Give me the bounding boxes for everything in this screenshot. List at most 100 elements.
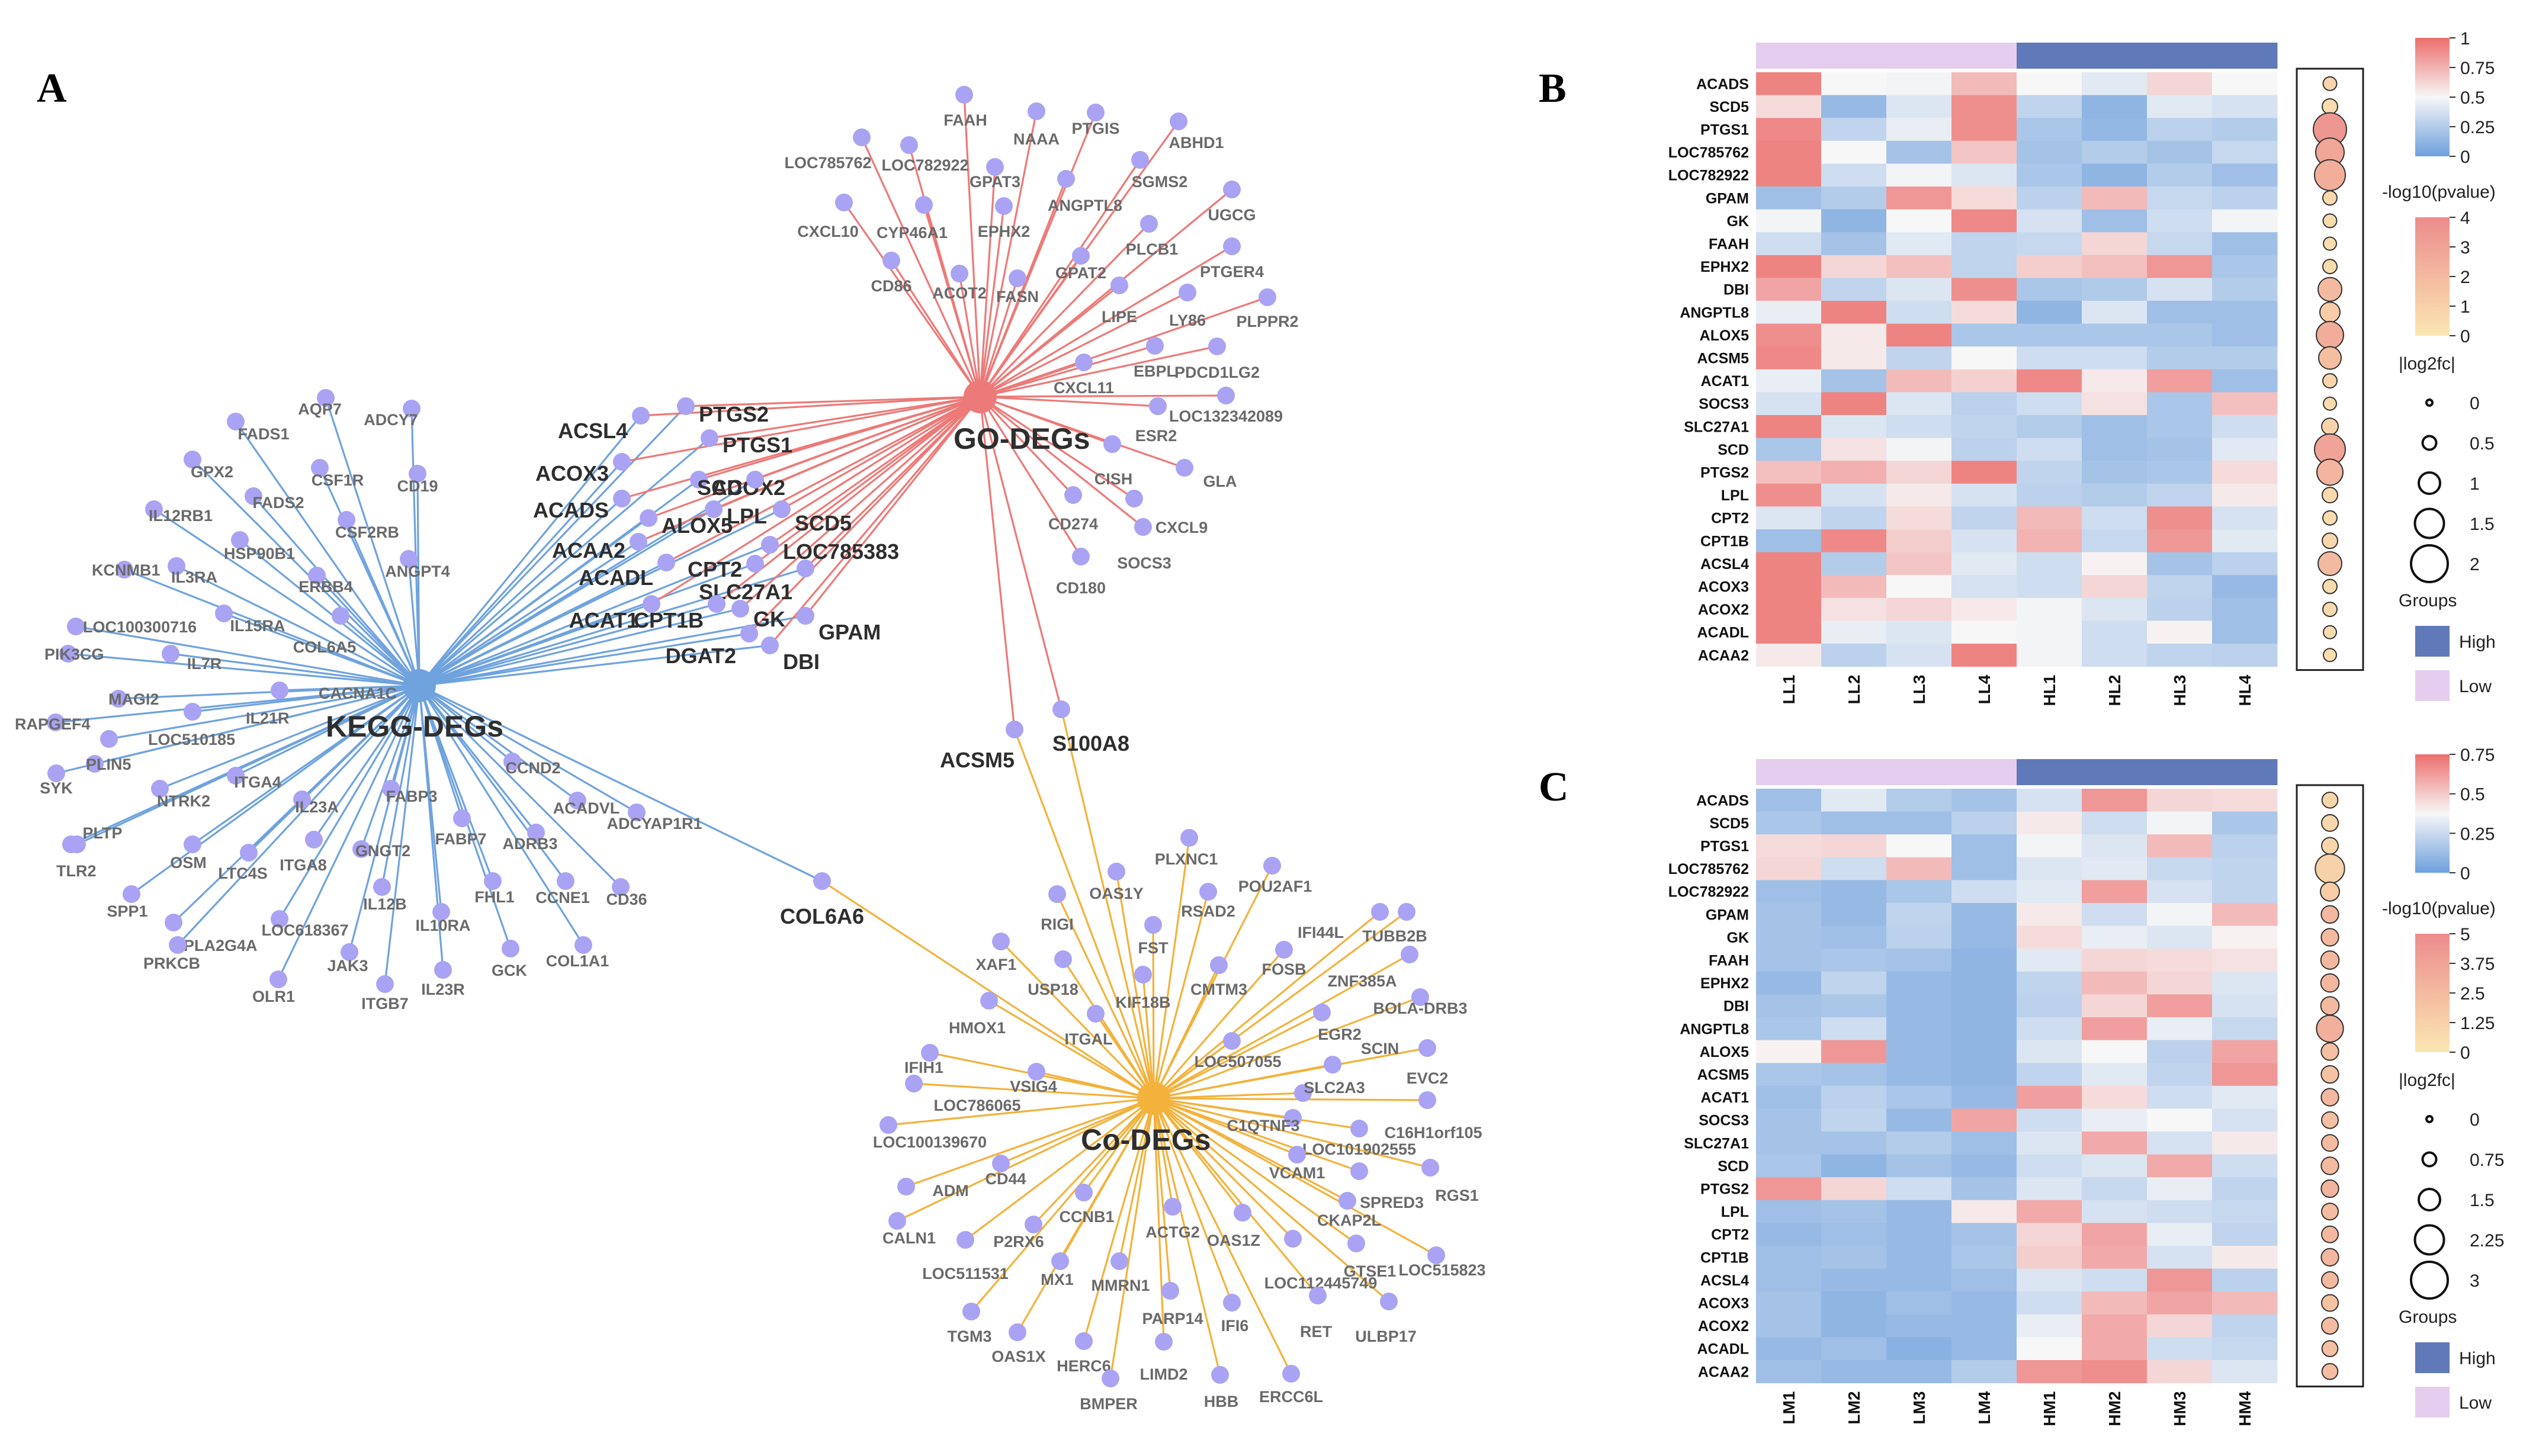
label-go-gene: LOC782922 xyxy=(881,156,968,174)
panel-label-b: B xyxy=(1539,66,1567,111)
heatmap-cell xyxy=(2017,118,2082,141)
bubble xyxy=(2322,487,2338,503)
node-co-gene xyxy=(1371,903,1389,921)
heatmap-col-label: LM1 xyxy=(1780,1391,1798,1425)
heatmap-cell xyxy=(1756,95,1822,118)
node-go-gene xyxy=(1064,486,1082,504)
heatmap-cell xyxy=(1951,880,2017,903)
label-go-gene: CD86 xyxy=(871,277,911,295)
heatmap-cell xyxy=(1821,141,1887,164)
heatmap-cell xyxy=(1886,1086,1952,1109)
fc-legend-circle xyxy=(2423,436,2437,450)
heatmap-row-label: LOC782922 xyxy=(1668,884,1749,901)
heatmap-cell xyxy=(2147,644,2213,667)
edge-go-shared xyxy=(782,397,980,509)
heatmap-cell xyxy=(2147,598,2213,621)
heatmap-cell xyxy=(1951,621,2017,644)
heatmap-cell xyxy=(1951,552,2017,576)
heatmap-cell xyxy=(1756,994,1822,1017)
label-co-gene: P2RX6 xyxy=(993,1233,1044,1251)
heatmap-cell xyxy=(1821,1337,1887,1360)
heatmap-row-label: GPAM xyxy=(1706,907,1749,923)
node-co-gene xyxy=(1350,1162,1368,1180)
label-kegg-gene: IL7R xyxy=(187,655,222,673)
heatmap-cell xyxy=(1756,644,1822,667)
heatmap-cell xyxy=(2212,857,2278,880)
heatmap-cell xyxy=(2147,994,2213,1017)
heatmap-cell xyxy=(1886,141,1952,164)
heatmap-cell xyxy=(1886,255,1952,278)
label-co-gene: ERCC6L xyxy=(1259,1388,1323,1406)
heatmap-cell xyxy=(1886,484,1952,507)
bubble xyxy=(2323,259,2337,274)
heatmap-cell xyxy=(2147,1269,2213,1292)
heatmap-cell xyxy=(2017,903,2082,926)
heatmap-cell xyxy=(1951,346,2017,369)
heatmap-cell xyxy=(2017,461,2082,484)
bubble xyxy=(2321,1088,2338,1105)
bubble xyxy=(2321,951,2339,969)
label-go-gene: CD180 xyxy=(1056,579,1106,597)
node-go-gene xyxy=(1208,338,1226,355)
heatmap-cell xyxy=(1756,118,1822,141)
heatmap-row-label: SCD5 xyxy=(1709,815,1749,832)
heatmap-cell xyxy=(1821,324,1887,347)
groups-legend-high-swatch xyxy=(2415,1342,2450,1373)
heatmap-cell xyxy=(2212,621,2278,644)
heatmap-cell xyxy=(1886,1063,1952,1086)
edge-co xyxy=(1154,838,1189,1098)
pvalue-scale-tick-label: 4 xyxy=(2460,208,2470,228)
heatmap-cell xyxy=(1756,972,1822,995)
node-co-gene xyxy=(1338,1192,1356,1210)
heatmap-cell xyxy=(1821,278,1887,301)
heatmap-cell xyxy=(2212,438,2278,461)
node-co-gene xyxy=(1418,1091,1436,1109)
heatmap-cell xyxy=(2017,575,2082,598)
label-go-gene: ABHD1 xyxy=(1169,134,1224,152)
fc-legend-label: 0.75 xyxy=(2470,1150,2504,1170)
heatmap-row-label: ACOX3 xyxy=(1698,579,1749,596)
heatmap-cell xyxy=(2147,484,2213,507)
heatmap-cell xyxy=(2147,1360,2213,1383)
heatmap-cell xyxy=(2212,994,2278,1017)
label-co-gene: MMRN1 xyxy=(1092,1277,1150,1294)
heatmap-cell xyxy=(2082,187,2148,210)
heatmap-cell xyxy=(1756,1337,1822,1360)
label-go-gene: CISH xyxy=(1094,470,1133,488)
heatmap-cell xyxy=(2082,1017,2148,1040)
heatmap-cell xyxy=(2147,1223,2213,1246)
heatmap-row-label: CPT1B xyxy=(1700,533,1749,549)
bubble xyxy=(2323,374,2337,388)
label-go-gene: GPAT2 xyxy=(1055,264,1106,282)
bubble xyxy=(2319,347,2341,369)
label-kegg-gene: ITGA4 xyxy=(234,773,281,791)
node-co-gene xyxy=(962,1303,980,1320)
groups-legend-low-label: Low xyxy=(2459,1393,2492,1413)
heatmap-cell xyxy=(1821,255,1887,278)
heatmap-cell xyxy=(1756,621,1822,644)
heatmap-cell xyxy=(2212,529,2278,552)
heatmap-cell xyxy=(1756,1360,1822,1383)
heatmap-cell xyxy=(2082,415,2148,438)
heatmap-cell xyxy=(1886,118,1952,141)
heatmap-cell xyxy=(1886,1291,1952,1314)
label-co-gene: TUBB2B xyxy=(1362,927,1427,945)
heatmap-cell xyxy=(1886,95,1952,118)
label-co-gene: LOC515823 xyxy=(1398,1261,1485,1279)
heatmap-row-label: SCD5 xyxy=(1709,99,1749,115)
heatmap-cell xyxy=(2147,834,2213,857)
heatmap-cell xyxy=(2017,644,2082,667)
heatmap-cell xyxy=(2212,575,2278,598)
heatmap-cell xyxy=(2212,1269,2278,1292)
heatmap-cell xyxy=(2147,1155,2213,1178)
heatmap-cell xyxy=(2082,926,2148,949)
label-co-gene: LOC101902555 xyxy=(1302,1140,1416,1158)
heatmap-cell xyxy=(1951,857,2017,880)
bubble xyxy=(2321,1157,2338,1174)
network-edges xyxy=(56,95,1436,1378)
pvalue-scale-tick-label: 0 xyxy=(2460,1043,2470,1063)
heatmap-cell xyxy=(2147,118,2213,141)
fc-legend-label: 1.5 xyxy=(2470,1191,2495,1210)
node-go-gene xyxy=(1134,518,1152,536)
node-shared-kegg-go xyxy=(773,500,791,518)
